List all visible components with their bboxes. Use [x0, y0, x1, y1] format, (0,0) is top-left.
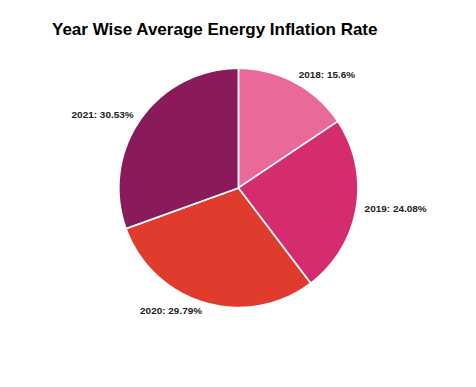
svg-text:2020: 29.79%: 2020: 29.79%: [140, 305, 202, 316]
html-text:Year Wise Average Energy Infla: Year Wise Average Energy Inflation Rate: [52, 20, 378, 39]
svg-text:2018: 15.6%: 2018: 15.6%: [299, 69, 356, 80]
svg-text:2021: 30.53%: 2021: 30.53%: [72, 109, 134, 120]
svg-text:2019: 24.08%: 2019: 24.08%: [365, 203, 427, 214]
